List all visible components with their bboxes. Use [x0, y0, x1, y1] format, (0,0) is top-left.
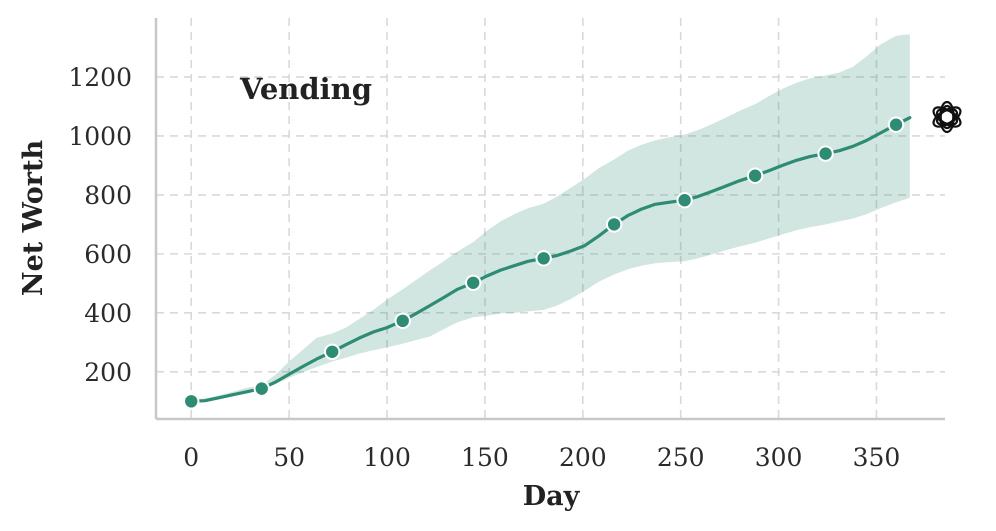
x-tick-label: 150 — [461, 443, 509, 472]
openai-logo-icon — [932, 100, 962, 134]
x-tick-label: 200 — [559, 443, 607, 472]
y-tick-label: 400 — [84, 299, 132, 328]
data-point — [324, 343, 341, 360]
y-axis-title: Net Worth — [18, 140, 49, 297]
x-tick-labels: 0 50 100 150 200 250 300 350 — [183, 443, 900, 472]
y-tick-labels: 200 400 600 800 1000 1200 — [68, 63, 132, 387]
data-point — [394, 312, 411, 330]
data-point — [464, 274, 482, 291]
data-point — [676, 192, 693, 209]
data-point — [605, 216, 623, 233]
x-tick-label: 50 — [273, 443, 305, 472]
data-point — [535, 250, 552, 267]
confidence-band — [191, 34, 910, 403]
y-tick-label: 1000 — [68, 122, 132, 151]
x-tick-label: 300 — [755, 443, 803, 472]
y-tick-label: 200 — [84, 358, 132, 387]
y-tick-label: 1200 — [68, 63, 132, 92]
data-point — [887, 116, 905, 133]
data-point — [746, 167, 764, 184]
data-point — [253, 380, 270, 397]
data-markers — [183, 116, 905, 410]
x-axis-title: Day — [523, 481, 581, 512]
chart-title: Vending — [239, 72, 372, 106]
x-tick-label: 0 — [183, 443, 199, 472]
x-tick-label: 250 — [657, 443, 705, 472]
data-point — [817, 145, 834, 162]
data-point — [183, 393, 200, 410]
x-tick-label: 350 — [853, 443, 901, 472]
x-tick-label: 100 — [363, 443, 411, 472]
y-tick-label: 800 — [84, 181, 132, 210]
y-tick-label: 600 — [84, 240, 132, 269]
